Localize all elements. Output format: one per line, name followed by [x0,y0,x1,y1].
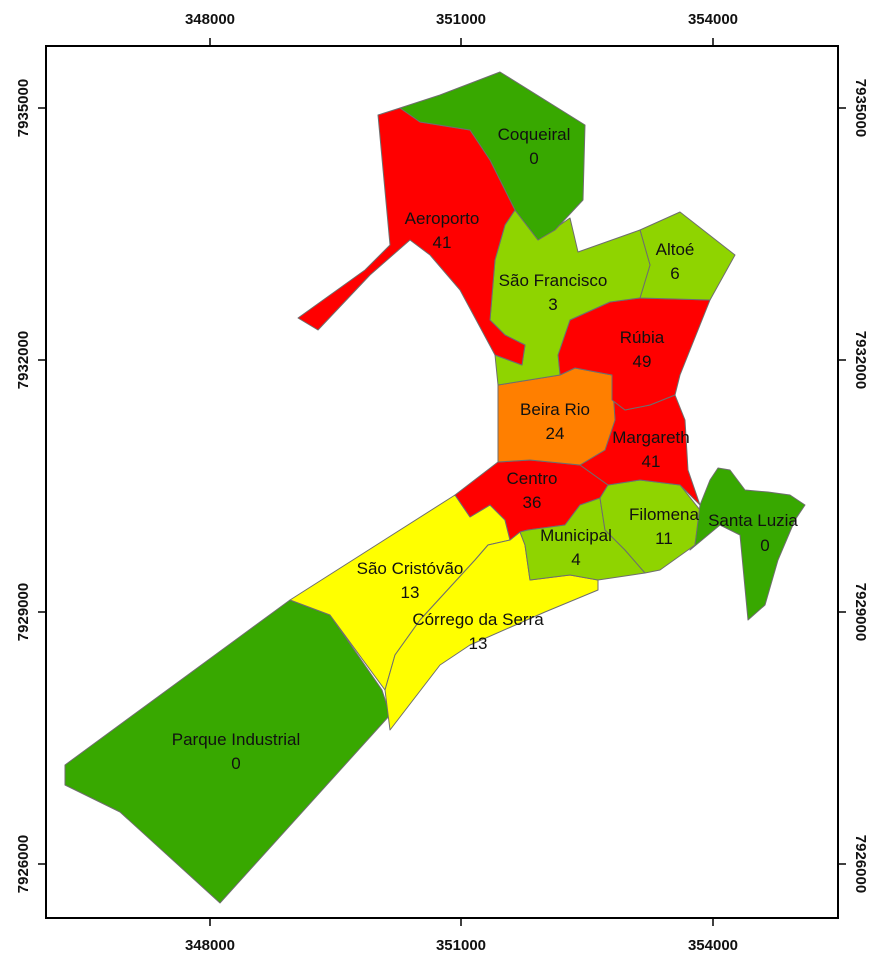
y-tick-label: 7926000 [852,835,869,893]
label-margareth-value: 41 [642,452,661,471]
label-margareth-name: Margareth [612,428,689,447]
x-tick-label: 351000 [436,11,486,28]
y-tick-label: 7929000 [15,583,32,641]
polygon-parque-industrial[interactable] [64,599,391,904]
y-tick-labels-left: 7935000 7932000 7929000 7926000 [15,79,32,893]
label-sao-cristovao-name: São Cristóvão [357,559,464,578]
label-aeroporto-name: Aeroporto [405,209,480,228]
x-tick-labels-bottom: 348000 351000 354000 [185,937,738,954]
label-rubia-name: Rúbia [620,328,665,347]
label-altoe-value: 6 [670,264,679,283]
map-frame [45,45,839,919]
y-tick-label: 7935000 [15,79,32,137]
label-altoe-name: Altoé [656,240,695,259]
tick-marks [38,38,846,926]
label-santa-luzia-value: 0 [760,536,769,555]
label-sao-francisco-value: 3 [548,295,557,314]
y-tick-label: 7926000 [15,835,32,893]
x-tick-label: 348000 [185,11,235,28]
y-tick-label: 7932000 [852,331,869,389]
y-tick-label: 7932000 [15,331,32,389]
label-beira-rio-name: Beira Rio [520,400,590,419]
label-corrego-da-serra-name: Córrego da Serra [412,610,544,629]
y-tick-label: 7929000 [852,583,869,641]
label-rubia-value: 49 [633,352,652,371]
label-aeroporto-value: 41 [433,233,452,252]
polygon-coqueiral[interactable] [399,71,586,241]
y-tick-labels-right: 7935000 7932000 7929000 7926000 [852,79,869,893]
label-centro-name: Centro [506,469,557,488]
x-tick-label: 348000 [185,937,235,954]
neighborhood-labels: Coqueiral 0 Aeroporto 41 São Francisco 3… [172,125,799,773]
polygon-santa-luzia[interactable] [689,467,806,621]
label-beira-rio-value: 24 [546,424,565,443]
x-tick-labels-top: 348000 351000 354000 [185,11,738,28]
x-tick-label: 351000 [436,937,486,954]
label-filomena-value: 11 [655,529,673,548]
label-filomena-name: Filomena [629,505,699,524]
label-parque-industrial-name: Parque Industrial [172,730,301,749]
label-coqueiral-value: 0 [529,149,538,168]
label-santa-luzia-name: Santa Luzia [708,511,798,530]
x-tick-label: 354000 [688,11,738,28]
label-sao-cristovao-value: 13 [401,583,420,602]
label-centro-value: 36 [523,493,542,512]
label-municipal-name: Municipal [540,526,612,545]
label-parque-industrial-value: 0 [231,754,240,773]
y-tick-label: 7935000 [852,79,869,137]
x-tick-label: 354000 [688,937,738,954]
label-coqueiral-name: Coqueiral [498,125,571,144]
label-corrego-da-serra-value: 13 [469,634,488,653]
neighborhood-polygons [64,71,806,904]
label-municipal-value: 4 [571,550,580,569]
label-sao-francisco-name: São Francisco [499,271,608,290]
